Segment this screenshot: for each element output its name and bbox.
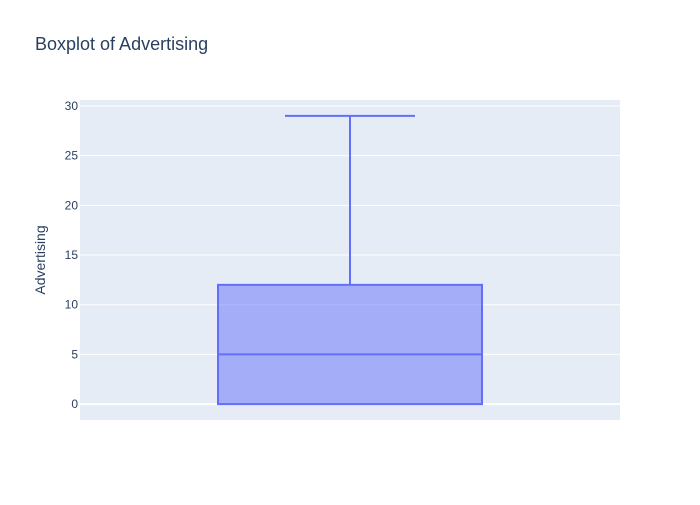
y-tick-label: 0 bbox=[71, 397, 78, 411]
y-tick-label: 10 bbox=[65, 298, 79, 312]
y-axis-label: Advertising bbox=[32, 225, 48, 294]
y-tick-label: 25 bbox=[65, 149, 79, 163]
y-tick-label: 15 bbox=[65, 248, 79, 262]
y-tick-label: 20 bbox=[65, 198, 79, 212]
chart-title: Boxplot of Advertising bbox=[35, 34, 208, 54]
box-iqr bbox=[217, 283, 483, 406]
y-tick-label: 5 bbox=[71, 347, 78, 361]
y-tick-label: 30 bbox=[65, 99, 79, 113]
